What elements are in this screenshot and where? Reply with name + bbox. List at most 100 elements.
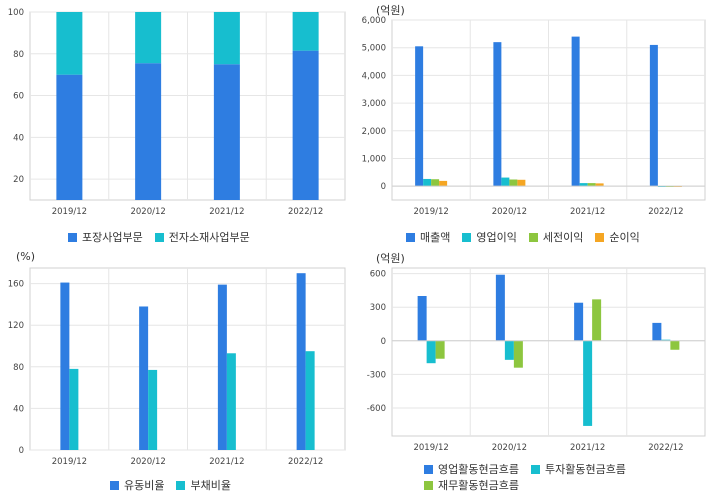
bar-segment1	[213, 64, 240, 200]
chart-ratios: (%) 0 40 80 120 160 2019/12 2020/12 2021/12 2022…	[0, 248, 360, 496]
bar	[148, 369, 158, 450]
bar	[423, 178, 432, 187]
y-tick-label: 120	[8, 321, 24, 331]
legend-label: 포장사업부문	[82, 231, 143, 244]
bar	[504, 340, 514, 360]
legend-label: 전자소재사업부문	[168, 231, 250, 244]
legend-label: 세전이익	[542, 231, 584, 244]
chart-segment-share-plot: 20 40 60 80 100 2019/12 2020/12 2021/12 2022/12	[8, 8, 346, 217]
legend-item: 재무활동현금흐름	[424, 478, 519, 494]
y-tick-label: 0	[19, 446, 24, 456]
bar-segment2	[292, 12, 319, 51]
chart-segment-share-legend: 포장사업부문 전자소재사업부문	[68, 229, 262, 245]
legend-item: 투자활동현금흐름	[530, 462, 626, 478]
bar	[226, 353, 236, 450]
bar	[415, 46, 424, 187]
bar	[501, 177, 510, 187]
y-tick-label: 300	[370, 303, 386, 313]
legend-label: 투자활동현금흐름	[544, 463, 626, 476]
bar	[583, 340, 593, 426]
legend-item: 포장사업부문	[68, 229, 143, 245]
legend-swatch	[110, 481, 119, 490]
legend-label: 영업활동현금흐름	[438, 463, 519, 476]
bar-segment2	[213, 12, 240, 65]
x-tick-label: 2020/12	[492, 207, 527, 217]
legend-item: 세전이익	[528, 229, 584, 245]
x-tick-label: 2019/12	[413, 443, 448, 453]
chart-ratios-plot: 0 40 80 120 160 2019/12 2020/12 2021/12 2022/12	[8, 267, 346, 467]
chart-cashflow-plot: -600 -300 0 300 600 2019/12 2020/12 2021/12 2022…	[367, 267, 706, 453]
y-tick-label: 1,000	[362, 154, 386, 164]
x-tick-label: 2019/12	[52, 457, 87, 467]
bar	[652, 322, 662, 341]
y-tick-label: -300	[367, 370, 386, 380]
chart-cashflow-legend: 영업활동현금흐름 투자활동현금흐름재무활동현금흐름	[424, 462, 684, 494]
y-tick-label: 3,000	[362, 99, 386, 109]
bar	[495, 274, 505, 341]
y-tick-label: 5,000	[362, 44, 386, 54]
bar	[217, 284, 227, 450]
chart-income-plot: 0 1,000 2,000 3,000 4,000 5,000 6,000 2019/12 20…	[362, 16, 706, 217]
bar	[493, 42, 502, 187]
chart-income-legend: 매출액 영업이익 세전이익 순이익	[406, 229, 652, 245]
bar-segment1	[135, 63, 162, 200]
bar	[574, 302, 584, 341]
y-tick-label: 20	[13, 175, 24, 185]
bar	[670, 340, 680, 350]
legend-item: 전자소재사업부문	[154, 229, 250, 245]
bar	[649, 44, 658, 187]
y-tick-label: 100	[8, 8, 24, 18]
legend-swatch	[424, 481, 433, 490]
bar	[509, 179, 518, 187]
bar	[435, 340, 445, 359]
legend-item: 영업이익	[462, 229, 517, 245]
bar	[426, 340, 436, 364]
x-tick-label: 2021/12	[570, 207, 605, 217]
bar	[296, 273, 306, 450]
bar	[431, 179, 440, 187]
x-tick-label: 2022/12	[288, 457, 323, 467]
bar	[579, 183, 588, 187]
legend-item: 매출액	[406, 229, 450, 245]
chart-ratios-unit: (%)	[16, 250, 36, 263]
legend-swatch	[595, 233, 605, 242]
y-tick-label: 0	[381, 337, 386, 347]
legend-swatch	[530, 465, 540, 474]
chart-cashflow-unit: (억원)	[376, 252, 405, 265]
legend-label: 순이익	[609, 231, 640, 244]
bar	[305, 351, 315, 450]
bar	[513, 340, 523, 368]
y-tick-label: 40	[13, 133, 24, 143]
x-tick-label: 2019/12	[52, 207, 87, 217]
bar	[139, 306, 149, 450]
y-tick-label: 0	[381, 182, 386, 192]
bar	[69, 368, 79, 450]
bar-segment1	[292, 50, 319, 201]
chart-segment-share: 20 40 60 80 100 2019/12 2020/12 2021/12 2022/12 …	[0, 0, 360, 248]
y-tick-label: 80	[13, 50, 24, 60]
bar-segment2	[56, 12, 83, 75]
legend-item: 부채비율	[176, 477, 231, 493]
x-tick-label: 2022/12	[288, 207, 323, 217]
y-tick-label: 600	[370, 270, 386, 280]
legend-swatch	[424, 465, 433, 474]
y-tick-label: 2,000	[362, 127, 386, 137]
legend-swatch	[462, 233, 472, 242]
y-tick-label: 60	[13, 92, 24, 102]
legend-label: 재무활동현금흐름	[438, 479, 519, 492]
legend-swatch	[68, 233, 77, 242]
bar	[592, 299, 602, 341]
x-tick-label: 2020/12	[130, 207, 165, 217]
legend-swatch	[406, 233, 415, 242]
legend-label: 영업이익	[476, 231, 517, 244]
y-tick-label: 6,000	[362, 16, 386, 26]
x-tick-label: 2020/12	[130, 457, 165, 467]
x-tick-label: 2022/12	[648, 207, 683, 217]
legend-item: 유동비율	[110, 477, 164, 493]
x-tick-label: 2021/12	[570, 443, 605, 453]
legend-swatch	[154, 233, 164, 242]
bar-segment2	[135, 12, 162, 64]
legend-label: 매출액	[420, 231, 451, 244]
legend-item: 순이익	[595, 229, 640, 245]
bar	[587, 183, 596, 187]
